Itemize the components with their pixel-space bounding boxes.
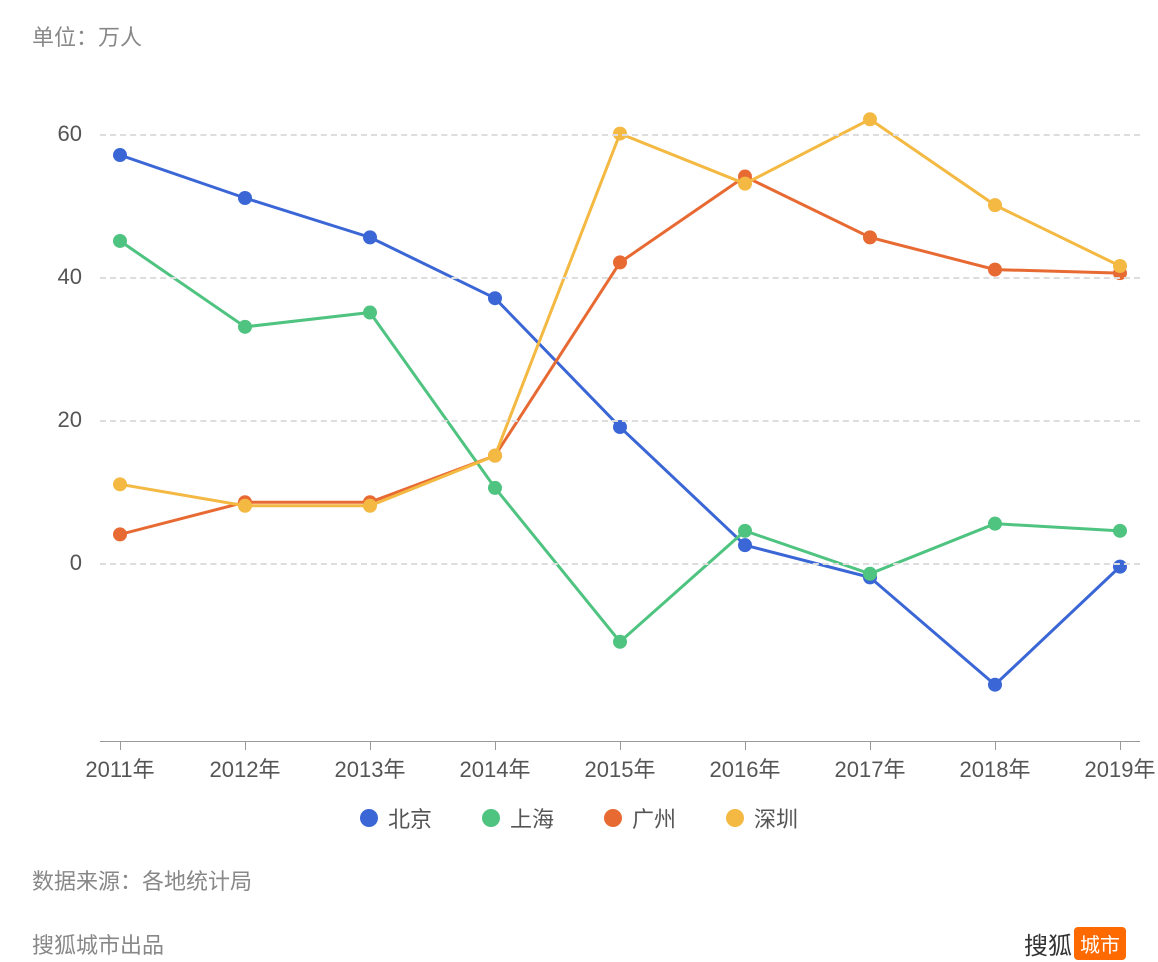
legend-label: 广州 <box>632 802 676 834</box>
chart-container: 单位：万人 0 20 40 60 2011年 2012年 2013年 2014年 2015年 2… <box>20 20 1138 942</box>
series-marker <box>613 635 627 649</box>
series-marker <box>863 567 877 581</box>
legend-dot-icon <box>726 809 744 827</box>
x-tick-label: 2014年 <box>460 752 531 784</box>
y-tick-label: 40 <box>58 264 82 290</box>
series-line <box>120 241 1120 642</box>
series-line <box>120 177 1120 535</box>
series-marker <box>1113 524 1127 538</box>
legend-item[interactable]: 广州 <box>604 802 676 834</box>
chart-svg <box>100 62 1140 742</box>
series-marker <box>738 538 752 552</box>
unit-label: 单位：万人 <box>20 20 1138 52</box>
x-tick-line <box>120 742 121 750</box>
x-tick-label: 2011年 <box>85 752 154 784</box>
series-marker <box>738 177 752 191</box>
series-marker <box>988 198 1002 212</box>
x-tick-label: 2018年 <box>960 752 1031 784</box>
y-tick-label: 60 <box>58 121 82 147</box>
footer: 搜狐城市出品 搜狐 城市 <box>20 926 1138 961</box>
series-marker <box>113 234 127 248</box>
legend-item[interactable]: 上海 <box>482 802 554 834</box>
series-marker <box>988 517 1002 531</box>
series-marker <box>988 263 1002 277</box>
x-tick-line <box>995 742 996 750</box>
legend-item[interactable]: 北京 <box>360 802 432 834</box>
y-tick-label: 20 <box>58 407 82 433</box>
series-marker <box>488 449 502 463</box>
x-tick-line <box>620 742 621 750</box>
grid-line <box>100 277 1140 279</box>
series-marker <box>988 678 1002 692</box>
series-marker <box>613 420 627 434</box>
x-tick-label: 2019年 <box>1085 752 1156 784</box>
x-tick-label: 2012年 <box>210 752 281 784</box>
legend-label: 北京 <box>388 802 432 834</box>
grid-line <box>100 134 1140 136</box>
y-tick-label: 0 <box>70 550 82 576</box>
series-marker <box>113 477 127 491</box>
x-tick-line <box>745 742 746 750</box>
plot-area: 0204060 2011年2012年2013年2014年2015年2016年20… <box>40 62 1140 742</box>
series-marker <box>363 499 377 513</box>
grid-line <box>100 563 1140 565</box>
series-marker <box>363 306 377 320</box>
series-marker <box>1113 560 1127 574</box>
x-axis: 2011年2012年2013年2014年2015年2016年2017年2018年… <box>100 752 1140 782</box>
x-tick-line <box>245 742 246 750</box>
series-line <box>120 119 1120 506</box>
source-label: 数据来源：各地统计局 <box>20 864 1138 896</box>
x-tick-label: 2016年 <box>710 752 781 784</box>
y-axis: 0 20 40 60 <box>40 62 90 742</box>
series-marker <box>488 481 502 495</box>
series-marker <box>238 499 252 513</box>
series-marker <box>113 527 127 541</box>
brand: 搜狐 城市 <box>1024 926 1126 961</box>
brand-text: 搜狐 <box>1024 926 1072 961</box>
legend-dot-icon <box>360 809 378 827</box>
series-marker <box>613 255 627 269</box>
footer-text: 搜狐城市出品 <box>32 928 164 960</box>
x-tick-line <box>495 742 496 750</box>
series-marker <box>238 191 252 205</box>
x-tick-line <box>370 742 371 750</box>
legend: 北京 上海 广州 深圳 <box>20 802 1138 834</box>
legend-item[interactable]: 深圳 <box>726 802 798 834</box>
series-marker <box>1113 259 1127 273</box>
series-marker <box>863 112 877 126</box>
series-marker <box>863 230 877 244</box>
legend-dot-icon <box>482 809 500 827</box>
legend-label: 上海 <box>510 802 554 834</box>
x-tick-label: 2013年 <box>335 752 406 784</box>
series-marker <box>238 320 252 334</box>
legend-dot-icon <box>604 809 622 827</box>
series-marker <box>113 148 127 162</box>
x-tick-label: 2017年 <box>835 752 906 784</box>
brand-tag: 城市 <box>1074 927 1126 960</box>
x-tick-line <box>1120 742 1121 750</box>
x-tick-label: 2015年 <box>585 752 656 784</box>
series-marker <box>363 230 377 244</box>
grid-line <box>100 420 1140 422</box>
series-marker <box>738 524 752 538</box>
x-tick-line <box>870 742 871 750</box>
legend-label: 深圳 <box>754 802 798 834</box>
series-marker <box>488 291 502 305</box>
